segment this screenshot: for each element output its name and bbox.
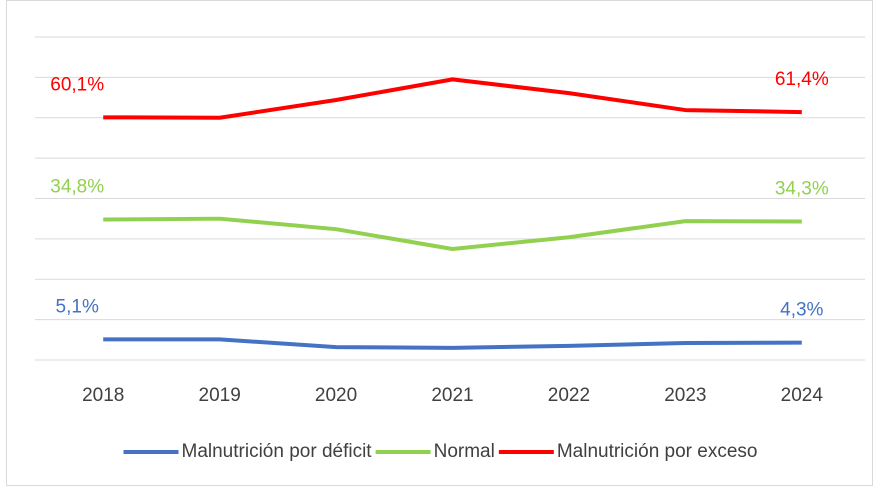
series-line [103,337,802,350]
x-tick-label: 2018 [82,385,124,406]
data-label: 5,1% [56,296,99,317]
legend-label: Normal [434,441,495,462]
data-label: 34,3% [775,179,829,200]
x-tick-label: 2021 [431,385,473,406]
series-line [103,77,802,120]
legend-label: Malnutrición por déficit [182,441,373,462]
x-tick-label: 2019 [199,385,241,406]
legend-label: Malnutrición por exceso [557,441,758,462]
x-tick-label: 2022 [548,385,590,406]
data-label: 61,4% [775,69,829,90]
data-label: 4,3% [780,300,823,321]
x-tick-label: 2020 [315,385,357,406]
chart-border [6,0,873,486]
series-line [103,216,802,251]
x-tick-label: 2024 [781,385,824,406]
x-tick-label: 2023 [664,385,706,406]
data-label: 60,1% [50,74,104,95]
data-label: 34,8% [50,177,104,198]
